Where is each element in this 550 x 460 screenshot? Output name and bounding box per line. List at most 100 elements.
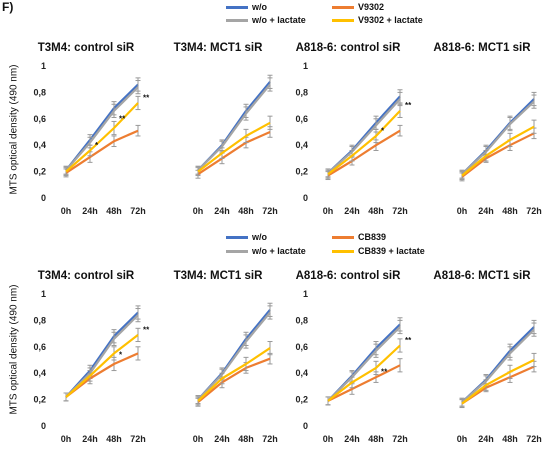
x-tick-label: 48h xyxy=(238,206,254,216)
y-tick-label: 0,4 xyxy=(295,368,308,378)
legend-item: w/o xyxy=(226,232,267,242)
series-line xyxy=(461,100,535,176)
x-tick-label: 72h xyxy=(526,434,542,444)
legend-swatch xyxy=(332,235,354,239)
legend-swatch xyxy=(226,249,248,253)
legend-swatch xyxy=(226,18,248,22)
panel-label: F) xyxy=(2,0,14,14)
series-line xyxy=(65,102,139,173)
y-tick-label: 0,4 xyxy=(33,140,46,150)
legend-item: w/o + lactate xyxy=(226,246,306,256)
significance-marker: * xyxy=(381,126,385,135)
x-tick-label: 0h xyxy=(193,434,204,444)
legend-swatch xyxy=(332,5,354,9)
legend-label: w/o + lactate xyxy=(252,246,306,256)
y-axis-label: MTS optical density (490 nm) xyxy=(8,64,20,195)
y-tick-label: 0 xyxy=(303,193,308,203)
x-tick-label: 24h xyxy=(82,434,98,444)
series-line xyxy=(327,364,401,402)
legend-label: V9302 xyxy=(358,2,385,12)
legend-label: w/o + lactate xyxy=(252,15,306,25)
significance-marker: * xyxy=(119,350,123,359)
x-tick-label: 0h xyxy=(61,206,72,216)
chart-plot: 0h 24h 48h 72h xyxy=(193,74,278,216)
y-tick-label: 0 xyxy=(303,421,308,431)
chart-title: A818-6: MCT1 siR xyxy=(433,270,531,282)
series-line xyxy=(327,98,401,174)
y-tick-label: 1 xyxy=(41,289,46,299)
x-tick-label: 0h xyxy=(323,206,334,216)
chart-panel: T3M4: MCT1 siR 0h 24h 48h 72h xyxy=(154,42,282,232)
y-tick-label: 1 xyxy=(303,289,308,299)
chart-plot: 0 0,2 0,4 0,6 0,8 1 0h 24h 48h 72h ** ** xyxy=(295,289,412,444)
chart-panel: T3M4: control siR 0 0,2 0,4 0,6 0,8 1 0h 24h 48h… xyxy=(22,42,150,232)
legend-item: CB839 xyxy=(332,232,386,242)
y-tick-label: 0 xyxy=(41,421,46,431)
series-line xyxy=(327,326,401,402)
y-tick-label: 1 xyxy=(303,61,308,71)
x-tick-label: 24h xyxy=(82,206,98,216)
y-tick-label: 0,6 xyxy=(295,114,308,124)
x-tick-label: 72h xyxy=(392,434,408,444)
chart-panel: T3M4: control siR 0 0,2 0,4 0,6 0,8 1 0h 24h 48h… xyxy=(22,270,150,460)
significance-marker: ** xyxy=(143,93,150,102)
y-tick-label: 1 xyxy=(41,61,46,71)
x-tick-label: 72h xyxy=(526,206,542,216)
chart-panel: A818-6: control siR 0 0,2 0,4 0,6 0,8 1 0h 24h 4… xyxy=(284,270,412,460)
x-tick-label: 24h xyxy=(478,434,494,444)
x-tick-label: 24h xyxy=(344,206,360,216)
chart-title: A818-6: MCT1 siR xyxy=(433,42,531,54)
y-tick-label: 0,2 xyxy=(33,395,46,405)
x-tick-label: 48h xyxy=(106,206,122,216)
series-line xyxy=(461,132,535,178)
chart-title: A818-6: control siR xyxy=(295,42,401,54)
significance-marker: ** xyxy=(381,368,388,377)
series-line xyxy=(197,311,271,401)
x-tick-label: 48h xyxy=(502,206,518,216)
series-line xyxy=(327,344,401,402)
legend-swatch xyxy=(332,18,354,22)
x-tick-label: 0h xyxy=(193,206,204,216)
chart-title: T3M4: control siR xyxy=(37,270,135,282)
chart-plot: 0h 24h 48h 72h xyxy=(457,91,542,216)
y-tick-label: 0,6 xyxy=(33,342,46,352)
chart-title: A818-6: control siR xyxy=(295,270,401,282)
legend-item: V9302 + lactate xyxy=(332,15,423,25)
chart-panel: T3M4: MCT1 siR 0h 24h 48h 72h xyxy=(154,270,282,460)
series-line xyxy=(461,359,535,405)
legend-swatch xyxy=(226,5,248,9)
x-tick-label: 24h xyxy=(478,206,494,216)
x-tick-label: 48h xyxy=(368,434,384,444)
series-line xyxy=(197,83,271,172)
x-tick-label: 24h xyxy=(344,434,360,444)
series-line xyxy=(461,365,535,405)
series-line xyxy=(197,81,271,172)
y-tick-label: 0,8 xyxy=(33,315,46,325)
legend-label: V9302 + lactate xyxy=(358,15,423,25)
series-line xyxy=(197,347,271,402)
x-tick-label: 24h xyxy=(214,434,230,444)
series-line xyxy=(65,86,139,172)
legend-swatch xyxy=(332,249,354,253)
series-line xyxy=(461,125,535,177)
legend-item: CB839 + lactate xyxy=(332,246,425,256)
legend-item: V9302 xyxy=(332,2,384,12)
y-tick-label: 0,8 xyxy=(33,87,46,97)
series-line xyxy=(65,352,139,398)
y-axis-label: MTS optical density (490 nm) xyxy=(8,284,20,415)
chart-plot: 0h 24h 48h 72h xyxy=(457,319,542,444)
legend-label: w/o xyxy=(252,2,267,12)
x-tick-label: 48h xyxy=(368,206,384,216)
x-tick-label: 72h xyxy=(392,206,408,216)
x-tick-label: 72h xyxy=(262,434,278,444)
y-tick-label: 0,4 xyxy=(295,140,308,150)
legend-label: w/o xyxy=(252,232,267,242)
series-line xyxy=(197,357,271,404)
x-tick-label: 0h xyxy=(457,206,468,216)
significance-marker: ** xyxy=(405,336,412,345)
x-tick-label: 48h xyxy=(106,434,122,444)
significance-marker: ** xyxy=(119,114,126,123)
chart-title: T3M4: MCT1 siR xyxy=(173,42,263,54)
x-tick-label: 0h xyxy=(61,434,72,444)
